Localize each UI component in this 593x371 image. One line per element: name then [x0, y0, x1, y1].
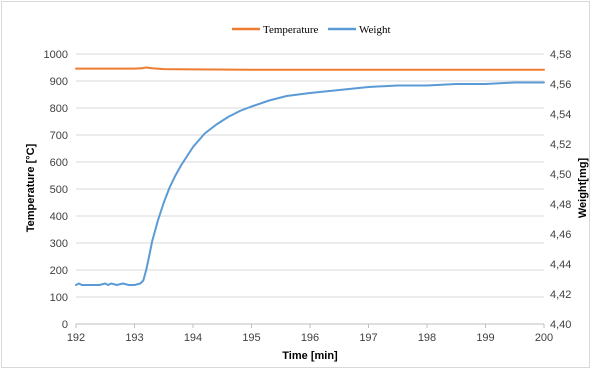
y-axis-title: Temperature [°C] — [25, 143, 37, 232]
x-tick-label: 196 — [301, 332, 319, 344]
x-tick-label: 195 — [242, 332, 260, 344]
x-tick-label: 199 — [476, 332, 494, 344]
series-lines — [75, 66, 545, 286]
y2-tick-label: 4,50 — [550, 169, 571, 181]
y2-tick-label: 4,52 — [550, 139, 571, 151]
y-tick-label: 500 — [50, 184, 68, 196]
legend: Temperature Weight — [232, 24, 391, 36]
y2-axis-title: Weight[mg] — [577, 158, 589, 219]
x-tick-label: 193 — [125, 332, 143, 344]
y2-tick-labels: 4,40 4,42 4,44 4,46 4,48 4,50 4,52 4,54 4,56 4,58 — [550, 49, 571, 331]
y-tick-label: 100 — [50, 292, 68, 304]
y-tick-label: 900 — [50, 76, 68, 88]
legend-temperature-label: Temperature — [263, 24, 319, 36]
y2-tick-label: 4,42 — [550, 289, 571, 301]
x-tick-label: 200 — [535, 332, 553, 344]
y-tick-labels: 0 100 200 300 400 500 600 700 800 900 1000 — [44, 49, 68, 331]
y2-tick-label: 4,40 — [550, 319, 571, 331]
y2-tick-label: 4,46 — [550, 229, 571, 241]
y-tick-label: 400 — [50, 211, 68, 223]
y2-tick-label: 4,54 — [550, 109, 571, 121]
x-axis-title: Time [min] — [282, 350, 338, 362]
x-tick-label: 192 — [67, 332, 85, 344]
y2-tick-label: 4,58 — [550, 49, 571, 61]
y2-tick-label: 4,44 — [550, 259, 571, 271]
gridlines — [76, 53, 544, 298]
x-tick-label: 197 — [359, 332, 377, 344]
y-tick-label: 1000 — [44, 49, 68, 61]
y-tick-label: 0 — [62, 319, 68, 331]
y-tick-label: 800 — [50, 103, 68, 115]
legend-weight-label: Weight — [359, 24, 391, 36]
y-tick-label: 200 — [50, 265, 68, 277]
y2-tick-label: 4,48 — [550, 199, 571, 211]
series-line-weight — [75, 81, 545, 286]
y2-tick-label: 4,56 — [550, 79, 571, 91]
x-tick-label: 194 — [184, 332, 202, 344]
y-tick-label: 300 — [50, 238, 68, 250]
x-tick-labels: 192 193 194 195 196 197 198 199 200 — [67, 324, 553, 344]
x-tick-label: 198 — [418, 332, 436, 344]
series-line-temperature — [75, 66, 545, 71]
y-tick-label: 600 — [50, 157, 68, 169]
y-tick-label: 700 — [50, 130, 68, 142]
